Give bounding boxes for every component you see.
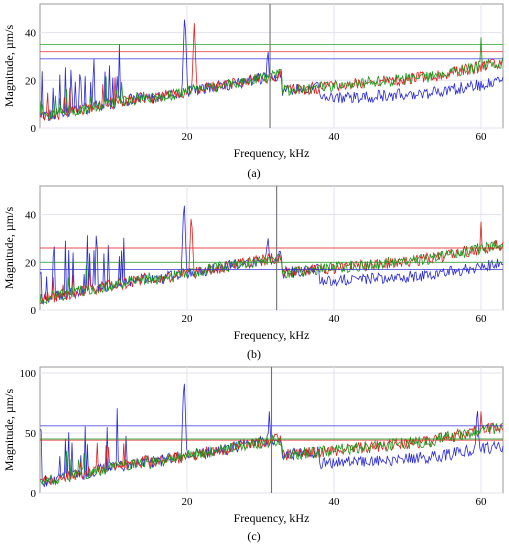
x-tick-label: 60 xyxy=(475,131,487,143)
x-tick-label: 40 xyxy=(328,313,340,325)
y-tick-label: 100 xyxy=(20,368,37,380)
panel-label-c: (c) xyxy=(247,529,260,543)
panel-c: 20 40 60 0 50 100 Frequency, kHz Magnitude, µm/… xyxy=(2,366,504,525)
x-tick-label: 20 xyxy=(181,496,193,508)
x-tick-label: 60 xyxy=(475,313,487,325)
panel-label-a: (a) xyxy=(247,166,260,180)
y-tick-label: 0 xyxy=(31,305,37,317)
x-tick-label: 20 xyxy=(181,313,193,325)
panel-label-b: (b) xyxy=(247,347,261,361)
y-tick-label: 20 xyxy=(25,257,37,269)
y-tick-label: 40 xyxy=(25,210,37,222)
plot-frame xyxy=(39,3,504,129)
y-tick-label: 0 xyxy=(31,123,37,135)
panel-b: 20 40 60 0 20 40 Frequency, kHz Magnitude, µm/s xyxy=(2,185,504,342)
spectrum-series xyxy=(39,37,504,122)
x-axis-label: Frequency, kHz xyxy=(234,328,310,342)
x-axis-label: Frequency, kHz xyxy=(234,146,310,160)
y-tick-label: 20 xyxy=(25,75,37,87)
x-tick-label: 40 xyxy=(328,496,340,508)
y-axis-label: Magnitude, µm/s xyxy=(2,207,16,290)
x-tick-label: 40 xyxy=(328,131,340,143)
y-tick-label: 50 xyxy=(25,428,37,440)
y-tick-label: 40 xyxy=(25,28,37,40)
y-tick-label: 0 xyxy=(31,488,37,500)
y-axis-label: Magnitude, µm/s xyxy=(2,25,16,108)
x-axis-label: Frequency, kHz xyxy=(234,511,310,525)
x-tick-label: 60 xyxy=(475,496,487,508)
x-tick-label: 20 xyxy=(181,131,193,143)
spectrum-series xyxy=(39,19,504,122)
y-axis-label: Magnitude, µm/s xyxy=(2,389,16,472)
spectrum-series xyxy=(39,239,504,305)
panel-a: 20 40 60 0 20 40 Frequency, kHz Magnitude, µm/s xyxy=(2,3,504,160)
